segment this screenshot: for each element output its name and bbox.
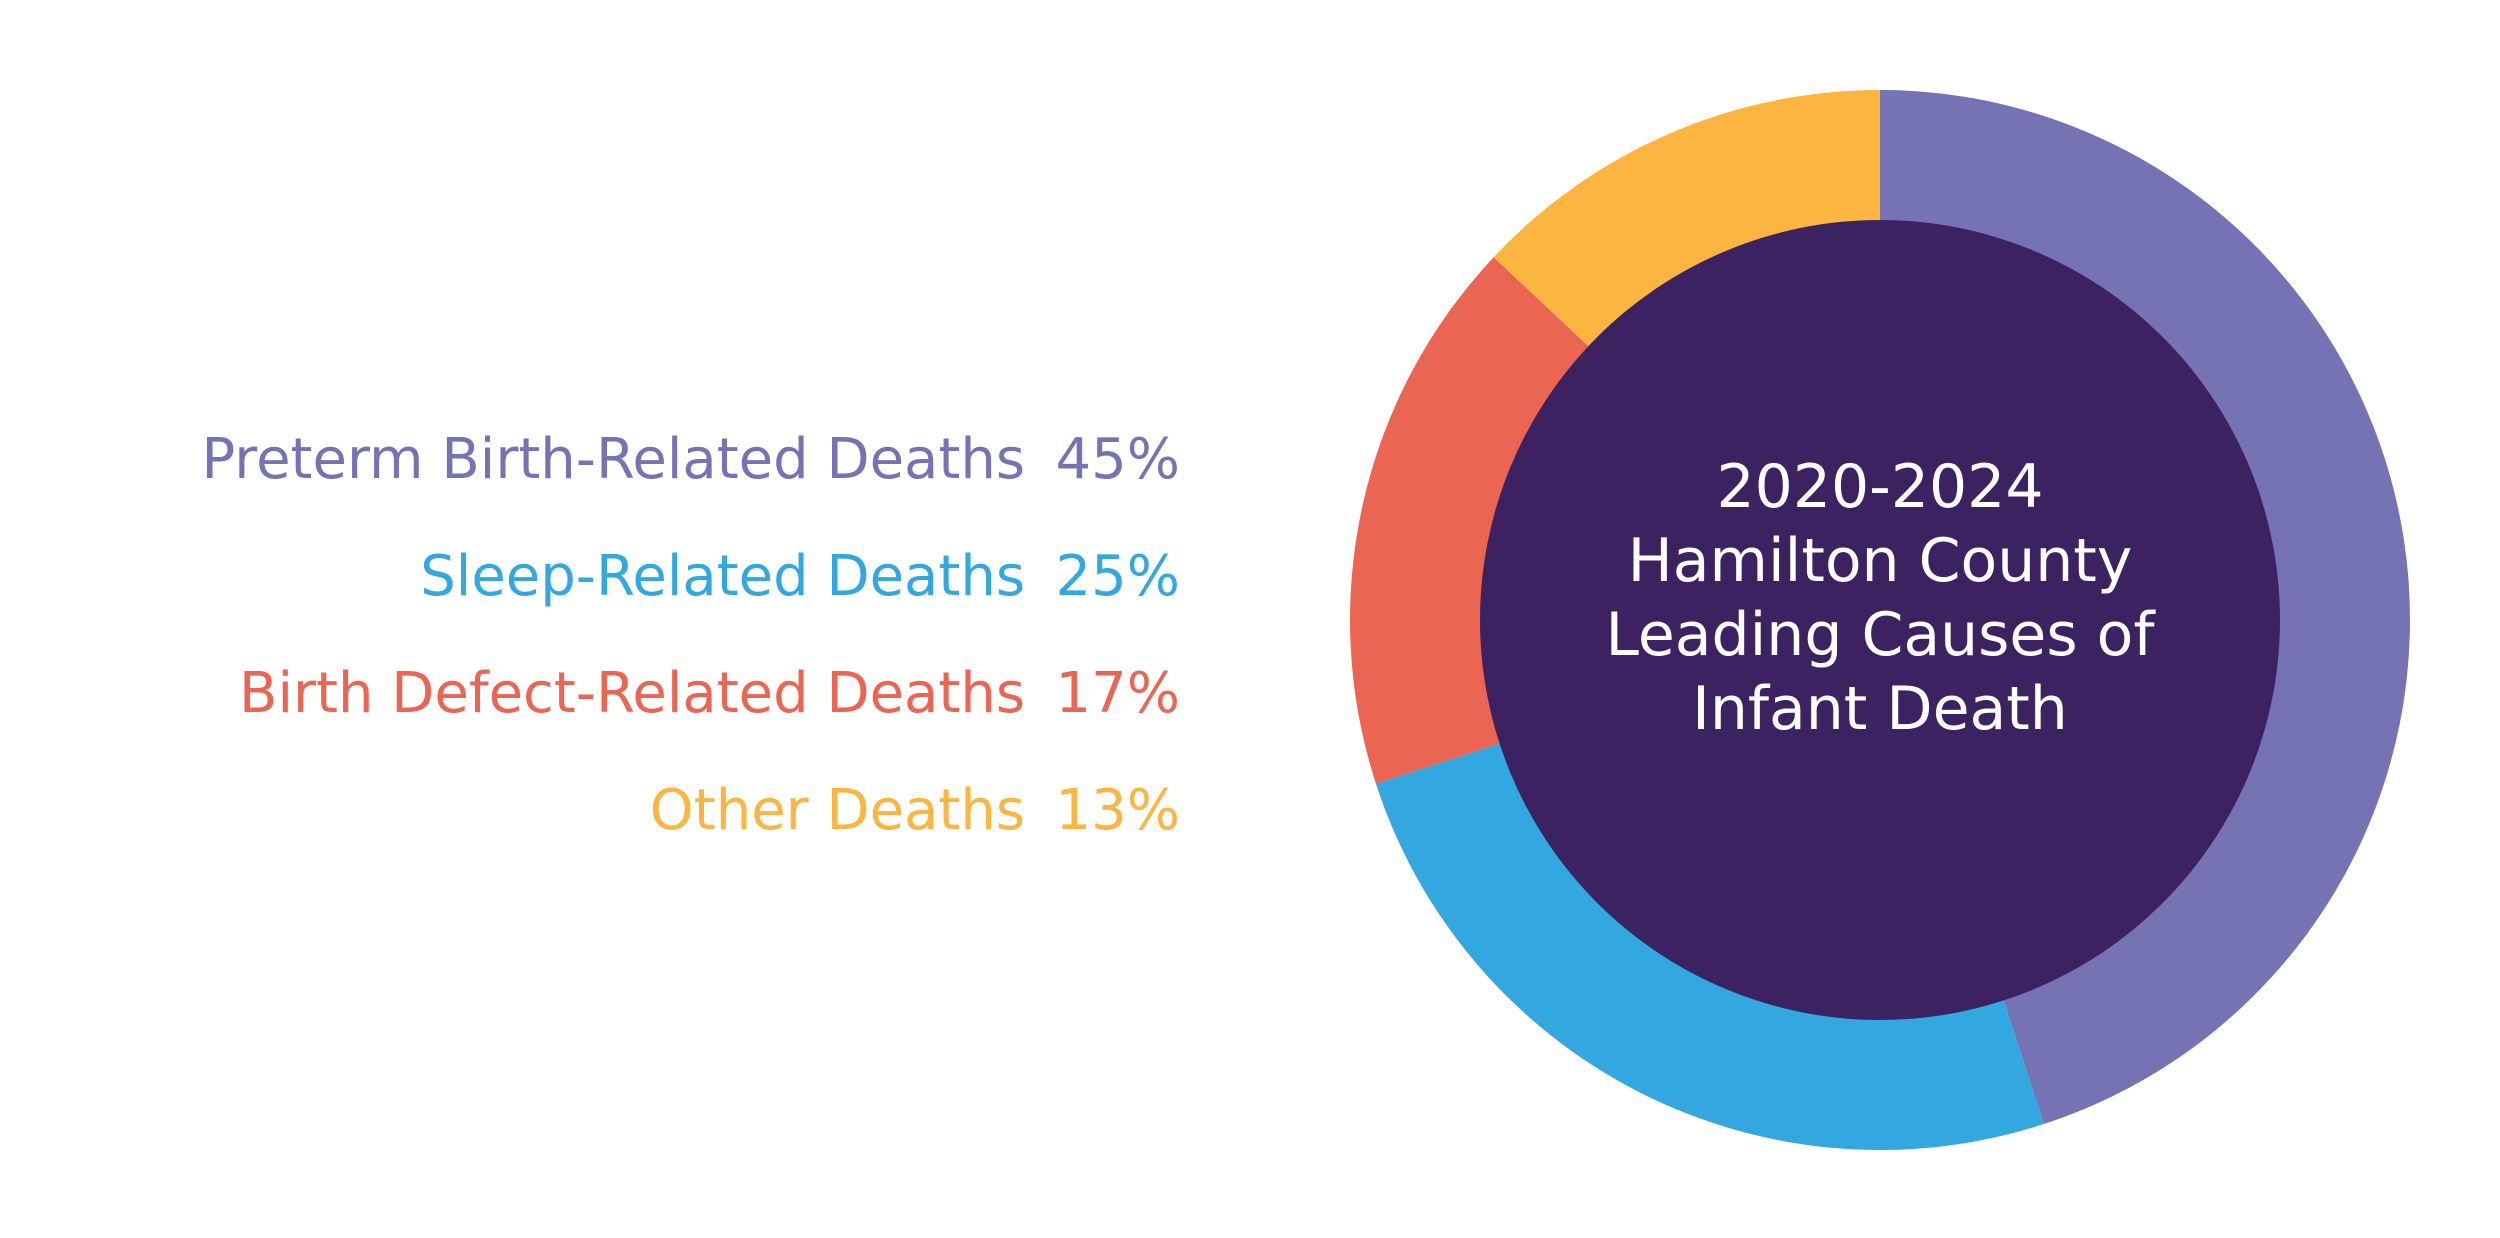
donut-center [1480,220,2280,1020]
legend-label: Preterm Birth-Related Deaths [201,427,1025,492]
legend-label: Other Deaths [649,778,1025,843]
donut-chart [1350,90,2411,1151]
chart-legend: Preterm Birth-Related Deaths 45% Sleep-R… [60,410,1180,850]
chart-title-line: 2020-2024 [1716,452,2044,522]
legend-item-birth-defect: Birth Defect-Related Deaths 17% [60,644,1180,744]
chart-title-line: Hamilton County [1627,526,2133,596]
legend-item-sleep: Sleep-Related Deaths 25% [60,527,1180,627]
legend-label: Sleep-Related Deaths [420,544,1025,609]
legend-item-preterm: Preterm Birth-Related Deaths 45% [60,410,1180,510]
legend-item-other: Other Deaths 13% [60,761,1180,861]
legend-value: 17% [1055,661,1180,726]
legend-value: 13% [1055,778,1180,843]
legend-label: Birth Defect-Related Deaths [239,661,1025,726]
legend-value: 45% [1055,427,1180,492]
legend-value: 25% [1055,544,1180,609]
chart-title: 2020-2024 Hamilton County Leading Causes… [1570,450,2190,746]
chart-title-line: Infant Death [1692,674,2068,744]
chart-title-line: Leading Causes of [1605,600,2155,670]
